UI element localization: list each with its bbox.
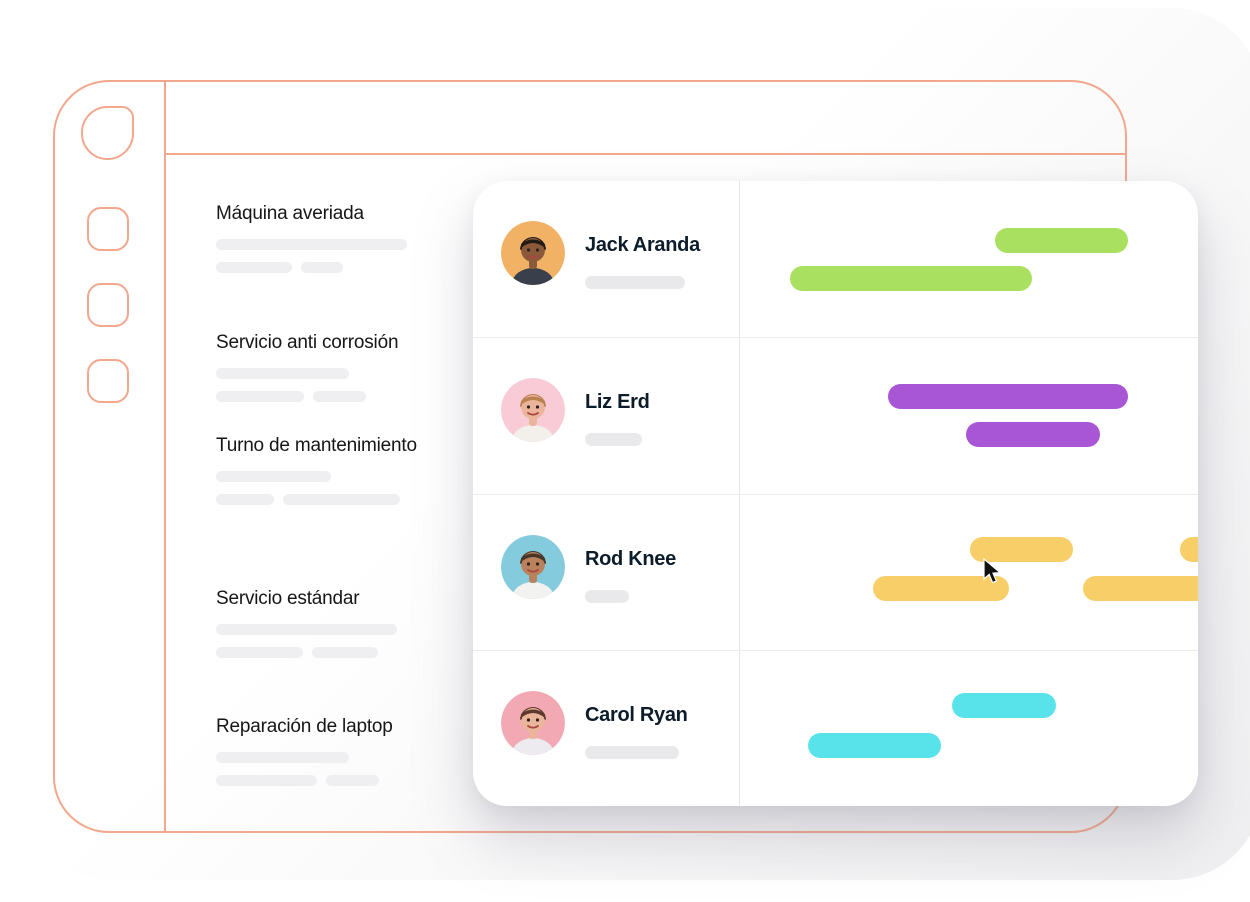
sidebar-nav-icon-3[interactable] — [87, 359, 129, 403]
person-placeholder-bar — [585, 745, 679, 759]
schedule-board: Jack Aranda Liz Erd Rod Knee — [473, 181, 1198, 806]
person-avatar — [501, 690, 565, 755]
placeholder-bar — [216, 368, 349, 379]
placeholder-bar — [313, 391, 366, 402]
task-placeholder-row — [216, 368, 431, 379]
sidebar-divider — [164, 80, 166, 833]
placeholder-bar — [216, 262, 292, 273]
person-placeholder-bar — [585, 433, 642, 447]
task-placeholder-row — [216, 752, 431, 763]
task-placeholder-row — [216, 775, 431, 786]
placeholder-bar — [216, 494, 274, 505]
task-card[interactable]: Servicio anti corrosión — [216, 330, 431, 402]
placeholder-bar — [216, 752, 349, 763]
task-placeholder-row — [216, 624, 431, 635]
placeholder-bar — [216, 624, 397, 635]
placeholder-bar — [283, 494, 400, 505]
task-placeholder-row — [216, 647, 431, 658]
mouse-cursor-icon — [983, 558, 1002, 584]
person-row: Liz Erd — [473, 337, 1198, 493]
person-row: Carol Ryan — [473, 649, 1198, 806]
person-name: Carol Ryan — [585, 703, 688, 726]
person-row: Jack Aranda — [473, 181, 1198, 337]
task-placeholder-row — [216, 391, 431, 402]
task-card[interactable]: Servicio estándar — [216, 586, 431, 658]
placeholder-bar — [216, 239, 407, 250]
placeholder-bar — [326, 775, 379, 786]
placeholder-bar — [216, 647, 303, 658]
person-avatar — [501, 534, 565, 599]
placeholder-bar — [312, 647, 378, 658]
placeholder-bar — [301, 262, 343, 273]
placeholder-bar — [216, 775, 317, 786]
placeholder-bar — [216, 471, 331, 482]
task-placeholder-row — [216, 494, 431, 505]
sidebar-nav-icon-2[interactable] — [87, 283, 129, 327]
task-title: Servicio estándar — [216, 588, 360, 609]
task-title: Turno de mantenimiento — [216, 435, 417, 456]
task-placeholder-row — [216, 262, 431, 273]
task-card[interactable]: Máquina averiada — [216, 201, 431, 273]
task-placeholder-row — [216, 471, 431, 482]
task-card[interactable]: Reparación de laptop — [216, 714, 431, 786]
task-card[interactable]: Turno de mantenimiento — [216, 433, 431, 505]
person-name: Rod Knee — [585, 547, 676, 570]
person-avatar — [501, 221, 565, 285]
app-logo-drop-icon[interactable] — [81, 106, 134, 160]
person-row: Rod Knee — [473, 493, 1198, 650]
person-avatar — [501, 378, 565, 443]
person-placeholder-bar — [585, 276, 685, 289]
person-name: Jack Aranda — [585, 234, 700, 256]
person-name: Liz Erd — [585, 391, 650, 414]
task-title: Reparación de laptop — [216, 716, 393, 737]
sidebar-nav-icon-1[interactable] — [87, 207, 129, 251]
placeholder-bar — [216, 391, 304, 402]
header-divider — [165, 153, 1127, 155]
task-title: Servicio anti corrosión — [216, 332, 399, 353]
person-placeholder-bar — [585, 589, 629, 603]
schedule-rows: Jack Aranda Liz Erd Rod Knee — [473, 181, 1198, 806]
task-placeholder-row — [216, 239, 431, 250]
task-title: Máquina averiada — [216, 203, 364, 224]
